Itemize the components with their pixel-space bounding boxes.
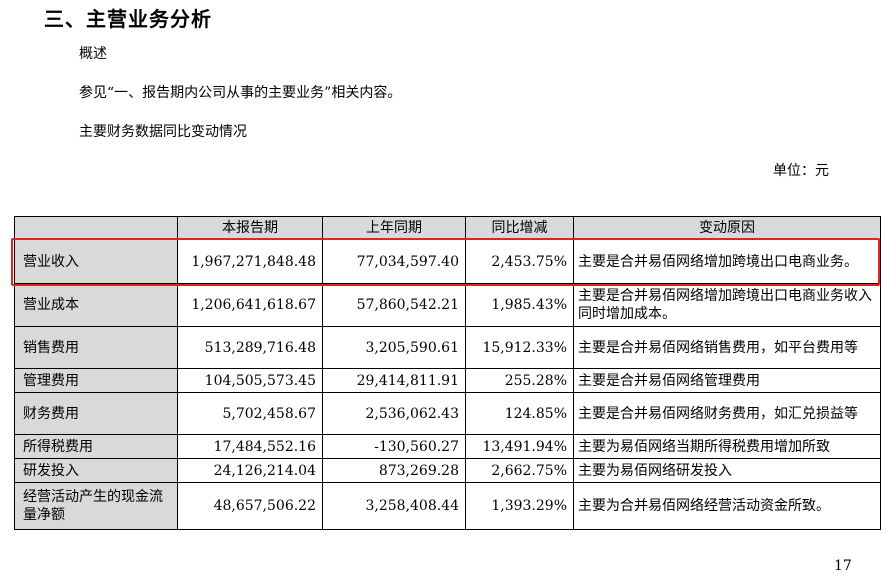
current-value: 513,289,716.48 — [177, 326, 323, 369]
financial-change-table: 本报告期 上年同期 同比增减 变动原因 营业收入 1,967,271,848.4… — [14, 216, 881, 530]
prior-value: 57,860,542.21 — [322, 283, 466, 327]
row-label: 研发投入 — [14, 458, 178, 483]
header-item — [14, 216, 178, 240]
current-value: 5,702,458.67 — [177, 392, 323, 435]
table-row: 营业收入 1,967,271,848.48 77,034,597.40 2,45… — [14, 239, 881, 284]
prior-value: 2,536,062.43 — [322, 392, 466, 435]
table-row: 经营活动产生的现金流量净额 48,657,506.22 3,258,408.44… — [14, 482, 881, 530]
unit-label: 单位：元 — [773, 163, 829, 179]
table-row: 财务费用 5,702,458.67 2,536,062.43 124.85% 主… — [14, 392, 881, 435]
reason-text: 主要是合并易佰网络增加跨境出口电商业务收入同时增加成本。 — [573, 283, 881, 327]
prior-value: 77,034,597.40 — [322, 239, 466, 284]
prior-value: 3,205,590.61 — [322, 326, 466, 369]
reason-text: 主要是合并易佰网络销售费用，如平台费用等 — [573, 326, 881, 369]
change-value: 124.85% — [465, 392, 574, 435]
reason-text: 主要为易佰网络研发投入 — [573, 458, 881, 483]
header-reason: 变动原因 — [573, 216, 881, 240]
table-row: 销售费用 513,289,716.48 3,205,590.61 15,912.… — [14, 326, 881, 369]
table-row: 研发投入 24,126,214.04 873,269.28 2,662.75% … — [14, 458, 881, 483]
header-prior-period: 上年同期 — [322, 216, 466, 240]
current-value: 104,505,573.45 — [177, 368, 323, 393]
overview-heading: 概述 — [79, 46, 107, 62]
section-title: 三、主营业务分析 — [44, 7, 212, 31]
current-value: 1,967,271,848.48 — [177, 239, 323, 284]
prior-value: 29,414,811.91 — [322, 368, 466, 393]
current-value: 17,484,552.16 — [177, 434, 323, 459]
change-value: 13,491.94% — [465, 434, 574, 459]
change-value: 2,662.75% — [465, 458, 574, 483]
table-row: 管理费用 104,505,573.45 29,414,811.91 255.28… — [14, 368, 881, 393]
prior-value: 3,258,408.44 — [322, 482, 466, 530]
table-row: 营业成本 1,206,641,618.67 57,860,542.21 1,98… — [14, 283, 881, 327]
change-value: 15,912.33% — [465, 326, 574, 369]
row-label: 营业成本 — [14, 283, 178, 327]
reason-text: 主要为合并易佰网络经营活动资金所致。 — [573, 482, 881, 530]
table-row: 所得税费用 17,484,552.16 -130,560.27 13,491.9… — [14, 434, 881, 459]
change-value: 255.28% — [465, 368, 574, 393]
table-header-row: 本报告期 上年同期 同比增减 变动原因 — [14, 216, 881, 240]
header-current-period: 本报告期 — [177, 216, 323, 240]
row-label: 销售费用 — [14, 326, 178, 369]
current-value: 24,126,214.04 — [177, 458, 323, 483]
header-yoy-change: 同比增减 — [465, 216, 574, 240]
page-number: 17 — [834, 558, 852, 574]
row-label: 营业收入 — [14, 239, 178, 284]
row-label: 管理费用 — [14, 368, 178, 393]
change-value: 2,453.75% — [465, 239, 574, 284]
change-value: 1,985.43% — [465, 283, 574, 327]
reason-text: 主要为易佰网络当期所得税费用增加所致 — [573, 434, 881, 459]
change-value: 1,393.29% — [465, 482, 574, 530]
row-label: 经营活动产生的现金流量净额 — [14, 482, 178, 530]
reason-text: 主要是合并易佰网络增加跨境出口电商业务。 — [573, 239, 881, 284]
overview-text: 参见“一、报告期内公司从事的主要业务”相关内容。 — [79, 85, 402, 101]
change-heading: 主要财务数据同比变动情况 — [79, 124, 247, 140]
prior-value: 873,269.28 — [322, 458, 466, 483]
reason-text: 主要是合并易佰网络管理费用 — [573, 368, 881, 393]
row-label: 财务费用 — [14, 392, 178, 435]
current-value: 48,657,506.22 — [177, 482, 323, 530]
reason-text: 主要是合并易佰网络财务费用，如汇兑损益等 — [573, 392, 881, 435]
row-label: 所得税费用 — [14, 434, 178, 459]
prior-value: -130,560.27 — [322, 434, 466, 459]
current-value: 1,206,641,618.67 — [177, 283, 323, 327]
